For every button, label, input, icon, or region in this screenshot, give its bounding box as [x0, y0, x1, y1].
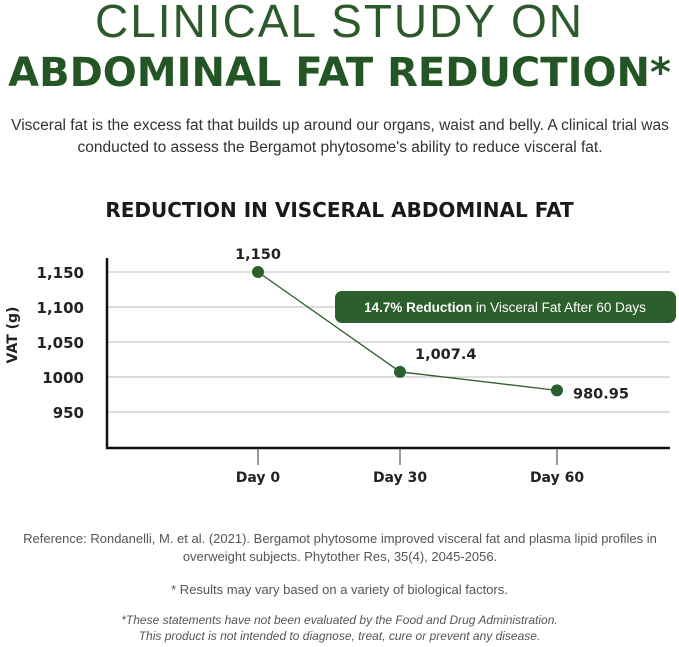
title-line2: ABDOMINAL FAT REDUCTION*	[8, 50, 671, 96]
annotation-rest: in Visceral Fat After 60 Days	[472, 300, 646, 315]
x-tick-label: Day 60	[530, 470, 584, 486]
data-point	[394, 365, 406, 378]
x-tick-label: Day 30	[373, 470, 427, 486]
x-tick-label: Day 0	[236, 470, 281, 486]
annotation-text: 14.7% Reduction in Visceral Fat After 60…	[364, 300, 646, 315]
data-point	[551, 384, 563, 397]
results-note: * Results may vary based on a variety of…	[171, 582, 508, 597]
data-label: 980.95	[573, 386, 629, 402]
y-tick-label: 1,150	[37, 264, 84, 282]
fda-disclaimer: *These statements have not been evaluate…	[0, 612, 679, 644]
annotation-bold: 14.7% Reduction	[364, 300, 472, 315]
disclaimer-line2: This product is not intended to diagnose…	[138, 629, 541, 643]
annotation-callout	[335, 291, 676, 323]
y-axis-label: VAT (g)	[5, 307, 21, 364]
reference: Reference: Rondanelli, M. et al. (2021).…	[23, 531, 657, 564]
disclaimer-line1: *These statements have not been evaluate…	[121, 613, 558, 627]
data-point	[252, 266, 264, 278]
intro-text: Visceral fat is the excess fat that buil…	[11, 117, 669, 156]
title-line1: CLINICAL STUDY ON	[95, 0, 584, 47]
y-tick-label: 950	[53, 404, 84, 422]
chart-title: REDUCTION IN VISCERAL ABDOMINAL FAT	[105, 198, 574, 222]
data-label: 1,007.4	[415, 347, 476, 363]
y-tick-label: 1,100	[37, 299, 84, 317]
data-label: 1,150	[235, 247, 281, 263]
y-tick-label: 1000	[42, 369, 84, 387]
y-tick-label: 1,050	[37, 334, 84, 352]
series-line	[257, 271, 558, 391]
line-chart: 1,150 1,100 1,050 1000 950 VAT (g) Day 0 Day 30…	[5, 247, 676, 486]
